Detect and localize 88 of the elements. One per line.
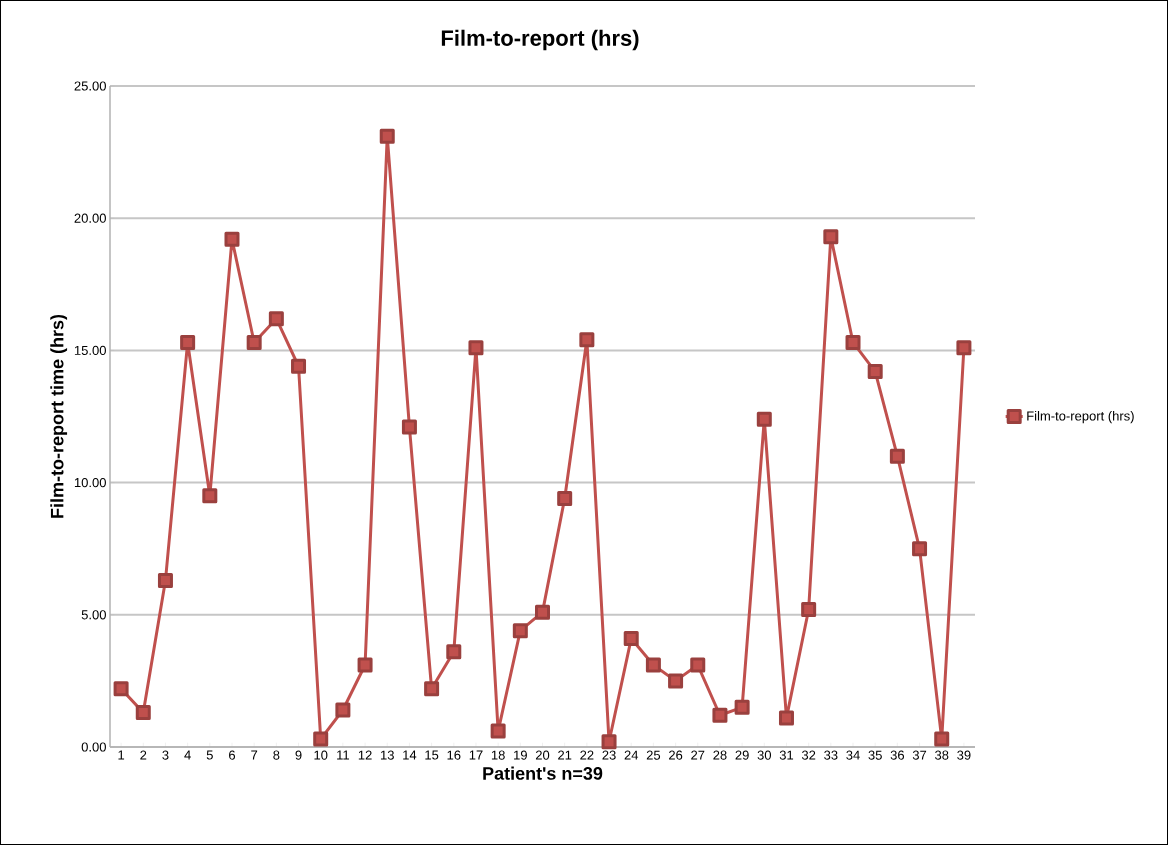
chart-title: Film-to-report (hrs) bbox=[441, 29, 639, 51]
x-tick-label: 19 bbox=[514, 750, 527, 760]
point bbox=[490, 723, 506, 739]
point bbox=[135, 705, 151, 721]
point bbox=[956, 340, 972, 356]
point bbox=[357, 657, 373, 673]
x-tick-label: 9 bbox=[295, 750, 302, 760]
point bbox=[291, 358, 307, 374]
x-tick-label: 4 bbox=[184, 750, 191, 760]
y-tick-label: 15.00 bbox=[74, 345, 106, 355]
point bbox=[180, 334, 196, 350]
point bbox=[424, 681, 440, 697]
x-tick-label: 12 bbox=[358, 750, 372, 760]
point bbox=[313, 731, 329, 747]
point bbox=[446, 644, 462, 660]
point bbox=[912, 541, 928, 557]
y-tick-label: 20.00 bbox=[74, 213, 106, 223]
point bbox=[801, 602, 817, 617]
point bbox=[246, 334, 262, 350]
point bbox=[157, 572, 173, 588]
point bbox=[867, 364, 883, 380]
x-tick-label: 28 bbox=[713, 750, 727, 760]
x-tick-label: 5 bbox=[206, 750, 213, 760]
x-tick-label: 15 bbox=[425, 750, 439, 760]
x-tick-label: 6 bbox=[229, 750, 236, 760]
point bbox=[202, 488, 218, 504]
x-tick-label: 33 bbox=[824, 750, 838, 760]
x-tick-label: 34 bbox=[846, 750, 860, 760]
point bbox=[512, 623, 528, 639]
x-tick-label: 26 bbox=[669, 750, 683, 760]
point bbox=[468, 340, 484, 356]
x-tick-label: 32 bbox=[801, 750, 816, 760]
point bbox=[335, 702, 351, 718]
x-tick-label: 17 bbox=[469, 750, 483, 760]
point bbox=[579, 332, 595, 348]
x-tick-label: 8 bbox=[273, 750, 280, 760]
point bbox=[690, 657, 706, 673]
x-tick-label: 14 bbox=[403, 750, 417, 760]
point bbox=[712, 707, 728, 723]
x-tick-label: 31 bbox=[779, 750, 794, 760]
y-tick-label: 0.00 bbox=[81, 742, 106, 752]
x-tick-label: 37 bbox=[912, 750, 927, 760]
point bbox=[845, 334, 861, 350]
point bbox=[379, 128, 395, 144]
legend-label: Film-to-report (hrs) bbox=[1027, 411, 1134, 424]
point bbox=[623, 631, 639, 647]
x-tick-label: 38 bbox=[935, 750, 949, 760]
x-tick-label: 36 bbox=[890, 750, 905, 760]
x-tick-label: 30 bbox=[757, 750, 772, 760]
x-tick-label: 23 bbox=[602, 750, 616, 760]
point bbox=[889, 448, 905, 464]
point bbox=[734, 699, 750, 715]
point bbox=[823, 229, 839, 245]
x-tick-label: 29 bbox=[735, 750, 749, 760]
x-tick-label: 16 bbox=[447, 750, 461, 760]
x-tick-label: 25 bbox=[646, 750, 661, 760]
x-tick-label: 10 bbox=[314, 750, 328, 760]
point bbox=[601, 734, 617, 750]
x-tick-label: 22 bbox=[580, 750, 594, 760]
x-tick-label: 21 bbox=[558, 750, 572, 760]
y-tick-label: 10.00 bbox=[74, 477, 106, 488]
point bbox=[401, 419, 417, 435]
x-tick-label: 7 bbox=[251, 750, 258, 760]
x-tick-label: 1 bbox=[118, 750, 125, 760]
point bbox=[668, 673, 684, 689]
point bbox=[934, 731, 950, 747]
y-tick-label: 25.00 bbox=[74, 81, 106, 91]
x-tick-label: 39 bbox=[957, 750, 971, 760]
point bbox=[778, 710, 794, 726]
point bbox=[645, 657, 661, 673]
x-axis-title: Patient's n=39 bbox=[483, 766, 603, 780]
point bbox=[113, 681, 129, 697]
x-tick-label: 2 bbox=[140, 750, 147, 760]
x-tick-label: 13 bbox=[381, 750, 394, 760]
x-tick-label: 20 bbox=[535, 750, 550, 760]
point bbox=[224, 231, 240, 247]
x-tick-label: 3 bbox=[162, 750, 169, 760]
y-tick-label: 5.00 bbox=[81, 610, 106, 620]
x-tick-label: 27 bbox=[691, 750, 705, 760]
point bbox=[535, 604, 550, 620]
x-tick-label: 11 bbox=[337, 750, 350, 760]
x-tick-label: 35 bbox=[868, 750, 882, 760]
x-tick-label: 24 bbox=[624, 750, 639, 760]
y-axis-title: Film-to-report time (hrs) bbox=[50, 314, 68, 518]
x-tick-label: 18 bbox=[491, 750, 505, 760]
point bbox=[557, 490, 573, 506]
point bbox=[756, 411, 772, 427]
point bbox=[268, 311, 284, 327]
